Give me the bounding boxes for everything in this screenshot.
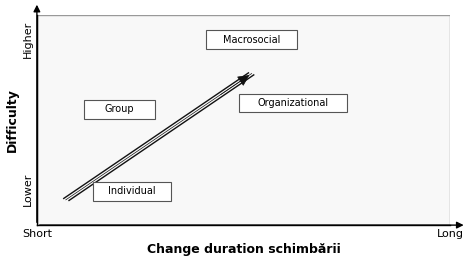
- Bar: [239, 94, 347, 112]
- Text: Macrosocial: Macrosocial: [223, 35, 280, 45]
- X-axis label: Change duration schimbării: Change duration schimbării: [146, 243, 340, 256]
- Bar: [84, 100, 155, 119]
- Bar: [93, 182, 171, 201]
- Y-axis label: Difficulty: Difficulty: [6, 88, 19, 152]
- Text: Individual: Individual: [108, 187, 156, 196]
- Text: Group: Group: [105, 104, 134, 114]
- Bar: [206, 30, 297, 49]
- Text: Organizational: Organizational: [257, 98, 329, 108]
